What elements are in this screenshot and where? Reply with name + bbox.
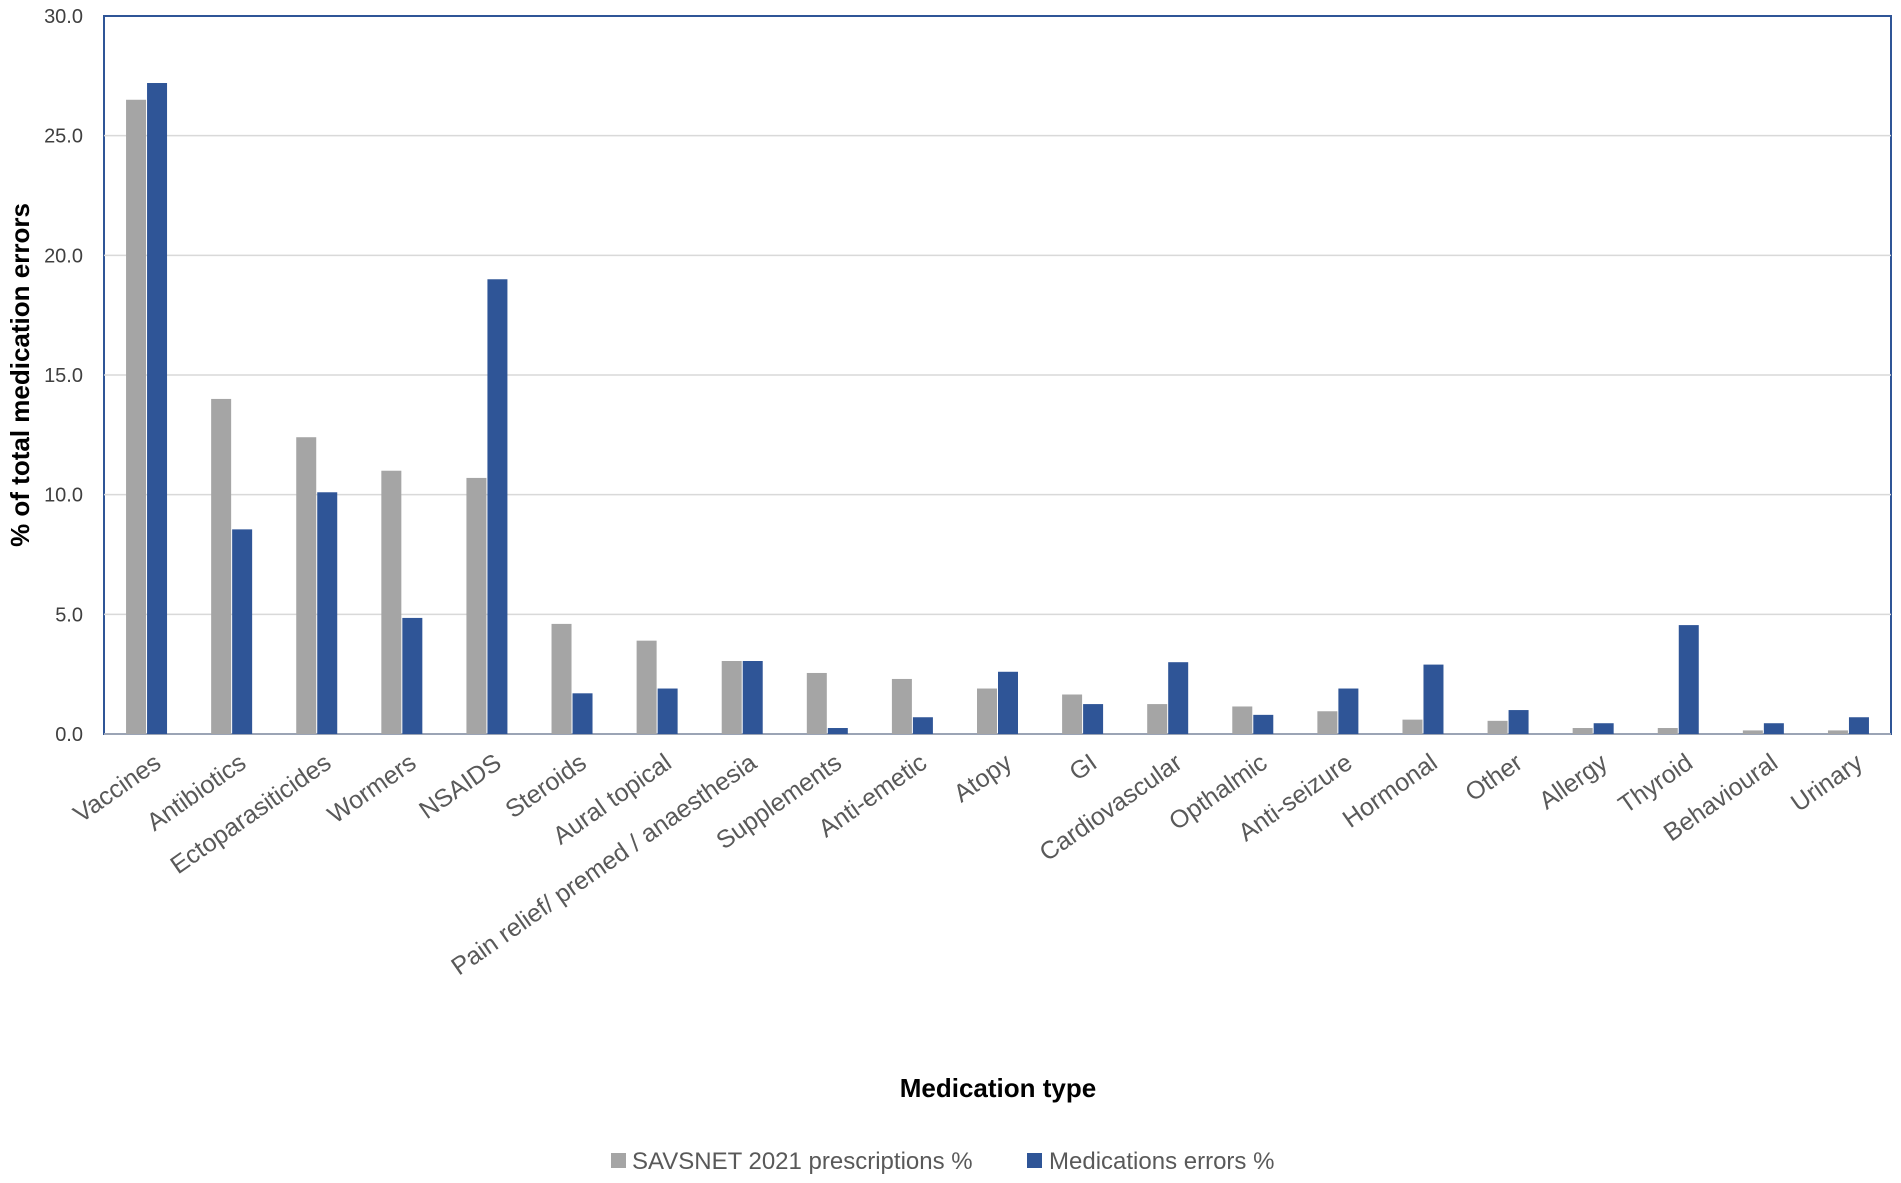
x-category-label: Ectoparasiticides [165, 748, 336, 879]
x-category-label: Wormers [323, 748, 422, 829]
bar-savsnet-16 [1487, 720, 1508, 734]
legend-label-medication-errors: Medications errors % [1049, 1148, 1274, 1175]
y-tick-label: 10.0 [44, 485, 83, 507]
bar-savsnet-11 [1062, 694, 1083, 734]
bar-errors-15 [1423, 664, 1444, 734]
bar-savsnet-8 [806, 672, 827, 734]
bar-savsnet-15 [1402, 719, 1423, 734]
bar-savsnet-14 [1317, 711, 1338, 734]
bar-errors-19 [1763, 723, 1784, 734]
bar-savsnet-12 [1147, 704, 1168, 734]
x-category-label: GI [1064, 748, 1102, 786]
y-tick-labels: 0.0 5.0 10.0 15.0 20.0 25.0 30.0 [44, 6, 83, 746]
legend-label-savsnet: SAVSNET 2021 prescriptions % [632, 1148, 973, 1175]
x-category-label: Atopy [949, 748, 1018, 808]
bar-errors-12 [1168, 662, 1189, 734]
legend: SAVSNET 2021 prescriptions % Medications… [611, 1148, 1274, 1175]
x-category-label: Allergy [1534, 748, 1613, 815]
x-category-label: Cardiovascular [1035, 748, 1188, 867]
x-category-label: Pain relief/ premed / anaesthesia [446, 748, 762, 981]
bar-savsnet-2 [296, 437, 317, 734]
bar-errors-4 [487, 279, 508, 734]
bar-errors-6 [657, 688, 678, 734]
bars [126, 83, 1869, 735]
legend-swatch-medication-errors [1027, 1153, 1042, 1168]
bar-errors-17 [1593, 723, 1614, 734]
y-tick-label: 25.0 [44, 126, 83, 148]
bar-errors-2 [317, 492, 338, 734]
x-category-label: Hormonal [1338, 748, 1443, 833]
bar-errors-18 [1678, 625, 1699, 734]
bar-savsnet-3 [381, 470, 402, 734]
y-tick-label: 30.0 [44, 6, 83, 28]
bar-savsnet-10 [977, 688, 997, 734]
legend-swatch-savsnet [611, 1153, 626, 1168]
y-tick-label: 15.0 [44, 365, 83, 387]
y-tick-label: 0.0 [55, 724, 83, 746]
bar-savsnet-1 [211, 398, 232, 734]
bar-savsnet-17 [1572, 728, 1593, 734]
x-axis-title: Medication type [900, 1073, 1096, 1103]
bar-errors-5 [572, 693, 593, 734]
bar-errors-14 [1338, 688, 1359, 734]
bar-errors-9 [912, 717, 933, 734]
bar-savsnet-9 [891, 678, 912, 734]
bar-savsnet-4 [466, 477, 487, 734]
gridlines [104, 134, 1891, 735]
x-category-label: NSAIDS [414, 748, 506, 824]
x-category-labels: VaccinesAntibioticsEctoparasiticidesWorm… [68, 748, 1868, 981]
bar-errors-3 [402, 617, 423, 734]
y-tick-label: 20.0 [44, 245, 83, 267]
x-category-label: Urinary [1786, 748, 1868, 817]
bar-savsnet-18 [1657, 728, 1678, 734]
bar-errors-13 [1253, 714, 1274, 734]
bar-savsnet-6 [636, 640, 657, 734]
bar-errors-0 [147, 83, 168, 735]
bar-errors-8 [827, 728, 848, 734]
bar-savsnet-19 [1742, 730, 1763, 734]
bar-errors-10 [998, 671, 1018, 734]
bar-savsnet-13 [1232, 706, 1253, 734]
bar-errors-16 [1508, 710, 1529, 734]
bar-savsnet-0 [126, 99, 147, 735]
y-axis-title: % of total medication errors [5, 203, 35, 547]
bar-errors-11 [1083, 704, 1104, 734]
bar-errors-7 [742, 661, 763, 734]
bar-savsnet-20 [1827, 730, 1848, 734]
bar-errors-20 [1848, 717, 1869, 734]
bar-savsnet-5 [551, 623, 572, 734]
bar-errors-1 [232, 529, 253, 734]
bar-savsnet-7 [721, 661, 742, 734]
x-category-label: Other [1460, 748, 1527, 807]
y-tick-label: 5.0 [55, 604, 83, 626]
